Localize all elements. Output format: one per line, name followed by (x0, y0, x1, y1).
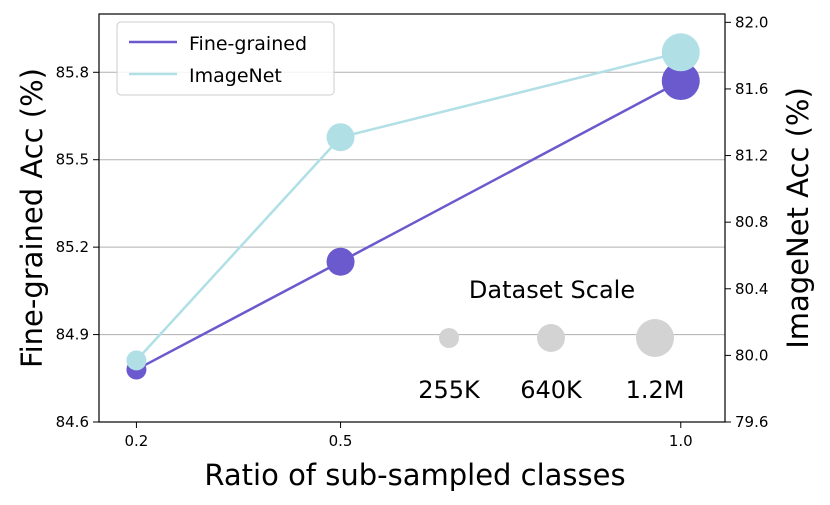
series-line-fine-grained (135, 79, 682, 371)
y-left-tick-label: 84.6 (56, 413, 89, 431)
data-point-imagenet (326, 123, 355, 152)
x-axis: 0.2 0.5 1.0 (124, 422, 693, 450)
size-legend-marker (636, 319, 674, 357)
size-legend-title: Dataset Scale (469, 276, 635, 304)
size-legend-marker (439, 328, 459, 348)
y-left-tick-label: 85.5 (56, 151, 89, 169)
data-point-fine-grained (661, 62, 700, 101)
size-legend-label: 640K (520, 376, 583, 404)
data-point-fine-grained (326, 247, 355, 276)
y-right-tick-label: 80.8 (735, 213, 768, 231)
y-left-tick-label: 84.9 (56, 326, 89, 344)
y-right-tick-label: 81.6 (735, 80, 768, 98)
y-right-tick-label: 80.0 (735, 346, 768, 364)
legend-label-fine-grained: Fine-grained (189, 33, 307, 55)
size-legend-label: 1.2M (626, 376, 685, 404)
data-point-imagenet (126, 350, 147, 371)
series-line-imagenet (135, 51, 682, 362)
x-tick-label: 0.5 (329, 432, 353, 450)
size-legend-marker (537, 324, 565, 352)
legend-box (116, 21, 335, 96)
y-right-tick-label: 82.0 (735, 13, 768, 31)
y-axis-label-left: Fine-grained Acc (%) (15, 68, 49, 368)
series-points (126, 33, 700, 380)
x-tick-label: 1.0 (669, 432, 693, 450)
data-point-imagenet (661, 33, 700, 72)
plot-frame (98, 13, 726, 423)
series-lines (135, 51, 682, 371)
y-axis-left: 84.6 84.9 85.2 85.5 85.8 (56, 63, 99, 431)
y-left-tick-label: 85.2 (56, 238, 89, 256)
legend: Fine-grained ImageNet (116, 21, 335, 96)
x-tick-label: 0.2 (124, 432, 148, 450)
size-legend: Dataset Scale 255K 640K 1.2M (418, 276, 684, 404)
y-axis-right: 79.6 80.0 80.4 80.8 81.2 81.6 82.0 (725, 13, 768, 431)
y-axis-label-right: ImageNet Acc (%) (781, 87, 815, 349)
y-left-tick-label: 85.8 (56, 63, 89, 81)
y-right-tick-label: 80.4 (735, 280, 768, 298)
x-axis-label: Ratio of sub-sampled classes (204, 458, 625, 492)
legend-label-imagenet: ImageNet (189, 65, 282, 87)
y-right-tick-label: 79.6 (735, 413, 768, 431)
size-legend-label: 255K (418, 376, 481, 404)
y-right-tick-label: 81.2 (735, 147, 768, 165)
